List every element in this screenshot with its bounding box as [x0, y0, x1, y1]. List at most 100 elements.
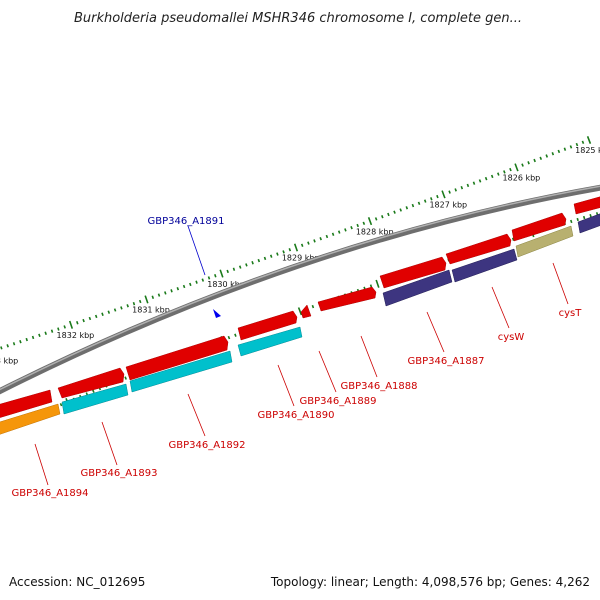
scale-major-tick [441, 190, 446, 199]
scale-minor-tick [576, 217, 579, 222]
gene-a1894-arrow[interactable] [0, 389, 53, 420]
gene-a1892-bar[interactable] [129, 350, 233, 393]
scale-minor-tick [533, 158, 536, 163]
scale-minor-tick [551, 152, 555, 156]
gene-label-a1888[interactable]: GBP346_A1888 [340, 381, 417, 392]
gene-label-cysw[interactable]: cysW [498, 332, 525, 343]
gene-labels: GBP346_A1894 GBP346_A1893 GBP346_A1892 G… [11, 308, 582, 499]
scale-minor-tick [232, 267, 236, 271]
gene-label-a1887[interactable]: GBP346_A1887 [407, 356, 484, 367]
scale-minor-tick [325, 234, 329, 239]
gene-label-a1889[interactable]: GBP346_A1889 [299, 396, 376, 407]
kbp-tick-label-1: 1826 kbp [503, 174, 541, 183]
scale-minor-tick [344, 228, 347, 232]
scale-minor-tick [503, 170, 506, 174]
scale-minor-tick [300, 243, 304, 247]
gene-label-leaders [34, 262, 569, 486]
gene-a1892-arrow[interactable] [125, 335, 229, 381]
gene-a1887-top-arrow[interactable] [379, 256, 447, 289]
scale-minor-tick [405, 206, 409, 210]
scale-minor-tick [331, 232, 335, 236]
gene-cysw-top-arrow[interactable] [445, 233, 512, 265]
scale-minor-tick [563, 147, 567, 151]
scale-minor-tick [454, 188, 457, 192]
scale-minor-tick [113, 308, 117, 312]
kbp-tick-label-2: 1827 kbp [429, 201, 467, 210]
scale-minor-tick [251, 261, 254, 265]
scale-minor-tick [245, 263, 248, 267]
scale-minor-tick [569, 145, 573, 149]
scale-minor-tick [527, 161, 530, 165]
scale-major-tick [514, 163, 519, 172]
marker-leader-line [187, 225, 206, 276]
kbp-tick-label-4: 1829 kbp [282, 254, 320, 263]
gene-label-a1894[interactable]: GBP346_A1894 [11, 488, 88, 499]
scale-minor-tick [201, 278, 205, 282]
gene-a1889-arrow[interactable] [300, 304, 312, 319]
scale-minor-tick [484, 176, 488, 181]
scale-minor-tick [436, 194, 439, 199]
scale-minor-tick [313, 239, 316, 243]
gene-cysw-bar[interactable] [451, 248, 518, 283]
scale-minor-tick [126, 304, 129, 308]
gene-a1890-bar[interactable] [237, 326, 303, 357]
scale-minor-tick [570, 219, 573, 224]
position-marker[interactable] [213, 309, 221, 318]
scale-minor-tick [472, 181, 476, 185]
scale-minor-tick [557, 149, 561, 154]
gene-a1894-bar[interactable] [0, 403, 61, 437]
scale-minor-tick [12, 342, 16, 346]
gene-a1887-bar[interactable] [382, 269, 453, 307]
scale-minor-tick [0, 346, 3, 350]
gene-a1890-arrow[interactable] [237, 310, 298, 341]
reverse-strand-genes [0, 210, 600, 437]
scale-minor-tick [269, 254, 273, 258]
gene-next-bar[interactable] [577, 210, 600, 234]
scale-minor-tick [589, 213, 592, 218]
scale-minor-tick [182, 284, 186, 289]
kbp-tick-label-0: 1825 kbp [575, 146, 600, 155]
scale-minor-tick [38, 333, 41, 338]
gene-label-a1893[interactable]: GBP346_A1893 [80, 468, 157, 479]
scale-minor-tick [387, 212, 390, 217]
genome-backbone-highlight [0, 185, 600, 391]
gene-next-top-arrow[interactable] [573, 194, 600, 215]
scale-minor-tick [581, 140, 585, 144]
scale-minor-tick [490, 174, 494, 179]
scale-minor-tick [164, 291, 167, 295]
kbp-tick-label-3: 1828 kbp [356, 227, 394, 236]
scale-minor-tick [497, 172, 500, 176]
scale-minor-tick [59, 402, 63, 407]
scale-minor-tick [76, 321, 79, 325]
scale-minor-tick [107, 310, 111, 314]
forward-strand-genes [0, 194, 600, 420]
scale-minor-tick [226, 269, 229, 274]
gene-a1888-arrow[interactable] [317, 286, 377, 312]
scale-minor-tick [448, 190, 451, 194]
scale-minor-tick [238, 265, 242, 269]
kbp-scale-outer: 1825 kbp 1826 kbp 1827 kbp 1828 kbp 1829 kbp… [0, 136, 600, 365]
scale-minor-tick [511, 237, 515, 241]
scale-minor-tick [521, 163, 524, 167]
scale-major-tick [293, 243, 299, 252]
scale-minor-tick [157, 293, 161, 297]
accession-text: Accession: NC_012695 [9, 575, 145, 589]
gene-cyst-bar[interactable] [515, 225, 574, 258]
gene-label-a1890[interactable]: GBP346_A1890 [257, 410, 334, 421]
scale-minor-tick [57, 327, 60, 331]
gene-label-a1892[interactable]: GBP346_A1892 [168, 440, 245, 451]
scale-minor-tick [282, 250, 285, 254]
scale-minor-tick [25, 337, 28, 342]
marker-label[interactable]: GBP346_A1891 [147, 216, 224, 227]
scale-minor-tick [189, 282, 192, 287]
scale-minor-tick [460, 185, 464, 190]
gene-label-cyst[interactable]: cysT [559, 308, 583, 319]
gene-a1893-arrow[interactable] [57, 367, 125, 399]
scale-major-tick [367, 217, 373, 226]
kbp-tick-label-5: 1830 kbp [207, 280, 245, 289]
gene-cyst-top-arrow[interactable] [511, 212, 567, 242]
scale-major-tick [144, 295, 149, 304]
scale-major-tick [586, 136, 592, 144]
gene-a1893-bar[interactable] [61, 383, 129, 415]
scale-minor-tick [88, 316, 92, 321]
